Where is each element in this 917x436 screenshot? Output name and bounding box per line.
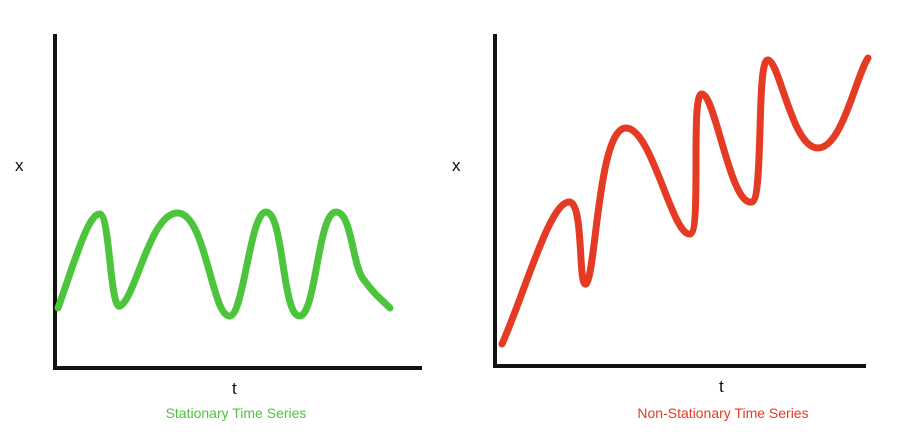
- non-stationary-caption: Non-Stationary Time Series: [637, 405, 808, 421]
- stationary-caption: Stationary Time Series: [166, 405, 307, 421]
- non-stationary-panel: x t Non-Stationary Time Series: [452, 34, 872, 421]
- non-stationary-y-label: x: [452, 156, 461, 175]
- stationary-series-line: [54, 208, 394, 320]
- stationary-panel: x t Stationary Time Series: [15, 34, 422, 421]
- stationary-x-label: t: [232, 379, 237, 398]
- stationary-y-label: x: [15, 156, 24, 175]
- non-stationary-x-label: t: [719, 377, 724, 396]
- non-stationary-series-line: [498, 54, 872, 348]
